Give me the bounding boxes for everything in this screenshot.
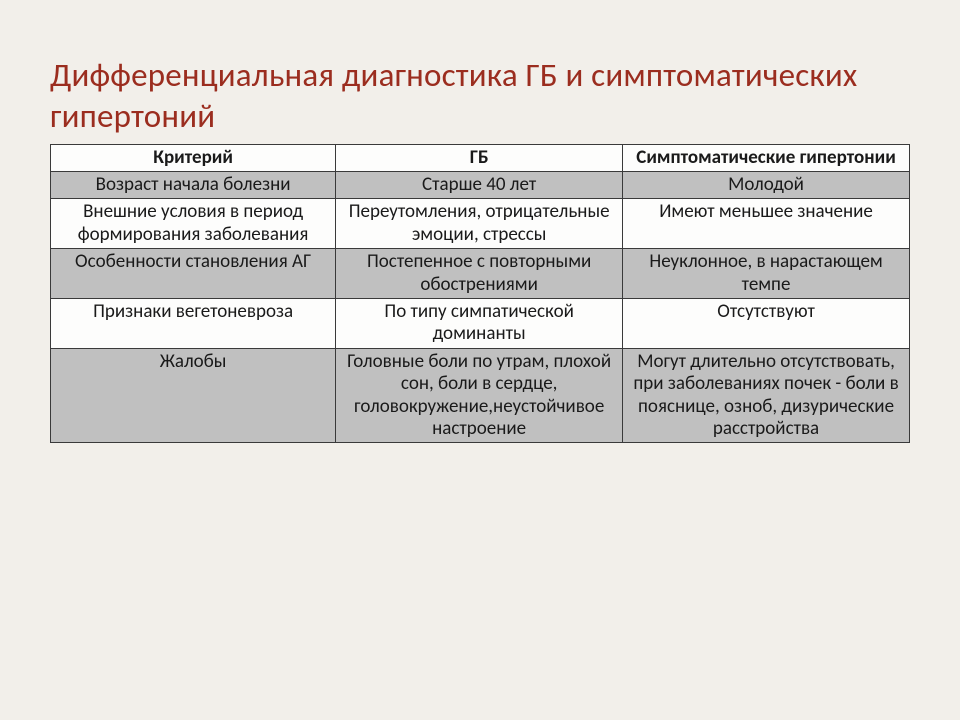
table-row: Особенности становления АГ Постепенное с…: [51, 249, 910, 299]
table-header-row: Критерий ГБ Симптоматические гипертонии: [51, 144, 910, 171]
table-row: Возраст начала болезни Старше 40 лет Мол…: [51, 171, 910, 198]
table-cell: Признаки вегетоневроза: [51, 298, 336, 348]
table-row: Жалобы Головные боли по утрам, плохой со…: [51, 348, 910, 443]
slide-title: Дифференциальная диагностика ГБ и симпто…: [50, 55, 910, 138]
diagnosis-table: Критерий ГБ Симптоматические гипертонии …: [50, 144, 910, 444]
table-row: Внешние условия в период формирования за…: [51, 199, 910, 249]
table-cell: Возраст начала болезни: [51, 171, 336, 198]
table-cell: Имеют меньшее значение: [623, 199, 910, 249]
table-cell: Внешние условия в период формирования за…: [51, 199, 336, 249]
table-header-cell: Критерий: [51, 144, 336, 171]
table-cell: Отсутствуют: [623, 298, 910, 348]
table-cell: Переутомления, отрицательные эмоции, стр…: [336, 199, 623, 249]
table-row: Признаки вегетоневроза По типу симпатиче…: [51, 298, 910, 348]
table-cell: Могут длительно отсутствовать, при забол…: [623, 348, 910, 443]
table-cell: По типу симпатической доминанты: [336, 298, 623, 348]
table-header-cell: Симптоматические гипертонии: [623, 144, 910, 171]
table-cell: Особенности становления АГ: [51, 249, 336, 299]
slide: Дифференциальная диагностика ГБ и симпто…: [0, 0, 960, 720]
table-header-cell: ГБ: [336, 144, 623, 171]
table-cell: Молодой: [623, 171, 910, 198]
table-cell: Постепенное с повторными обострениями: [336, 249, 623, 299]
table-cell: Жалобы: [51, 348, 336, 443]
table-cell: Головные боли по утрам, плохой сон, боли…: [336, 348, 623, 443]
table-cell: Старше 40 лет: [336, 171, 623, 198]
table-cell: Неуклонное, в нарастающем темпе: [623, 249, 910, 299]
